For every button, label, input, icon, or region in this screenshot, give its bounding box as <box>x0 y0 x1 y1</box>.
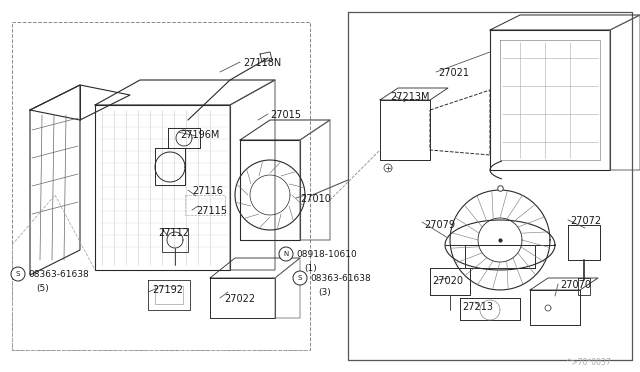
Text: 27010: 27010 <box>300 194 331 204</box>
Circle shape <box>293 271 307 285</box>
Text: 27079: 27079 <box>424 220 455 230</box>
Text: (1): (1) <box>304 264 317 273</box>
Text: 27070: 27070 <box>560 280 591 290</box>
Text: 27213: 27213 <box>462 302 493 312</box>
Circle shape <box>11 267 25 281</box>
Text: 27020: 27020 <box>432 276 463 286</box>
Text: 27112: 27112 <box>158 228 189 238</box>
Text: 27115: 27115 <box>196 206 227 216</box>
Text: 27021: 27021 <box>438 68 469 78</box>
Text: 27072: 27072 <box>570 216 601 226</box>
Text: 27015: 27015 <box>270 110 301 120</box>
Text: 27213M: 27213M <box>390 92 429 102</box>
Text: S: S <box>298 275 302 281</box>
Text: (3): (3) <box>318 288 331 297</box>
Text: 08363-61638: 08363-61638 <box>310 274 371 283</box>
Text: 08363-61638: 08363-61638 <box>28 270 89 279</box>
Text: S: S <box>16 271 20 277</box>
Text: 08918-10610: 08918-10610 <box>296 250 356 259</box>
Text: ^>70*0037: ^>70*0037 <box>565 358 611 367</box>
Text: 27118N: 27118N <box>243 58 281 68</box>
Text: 27116: 27116 <box>192 186 223 196</box>
Circle shape <box>279 247 293 261</box>
Text: 27192: 27192 <box>152 285 183 295</box>
Text: 27022: 27022 <box>224 294 255 304</box>
Text: N: N <box>284 251 289 257</box>
Text: 27196M: 27196M <box>180 130 220 140</box>
Text: (5): (5) <box>36 284 49 293</box>
